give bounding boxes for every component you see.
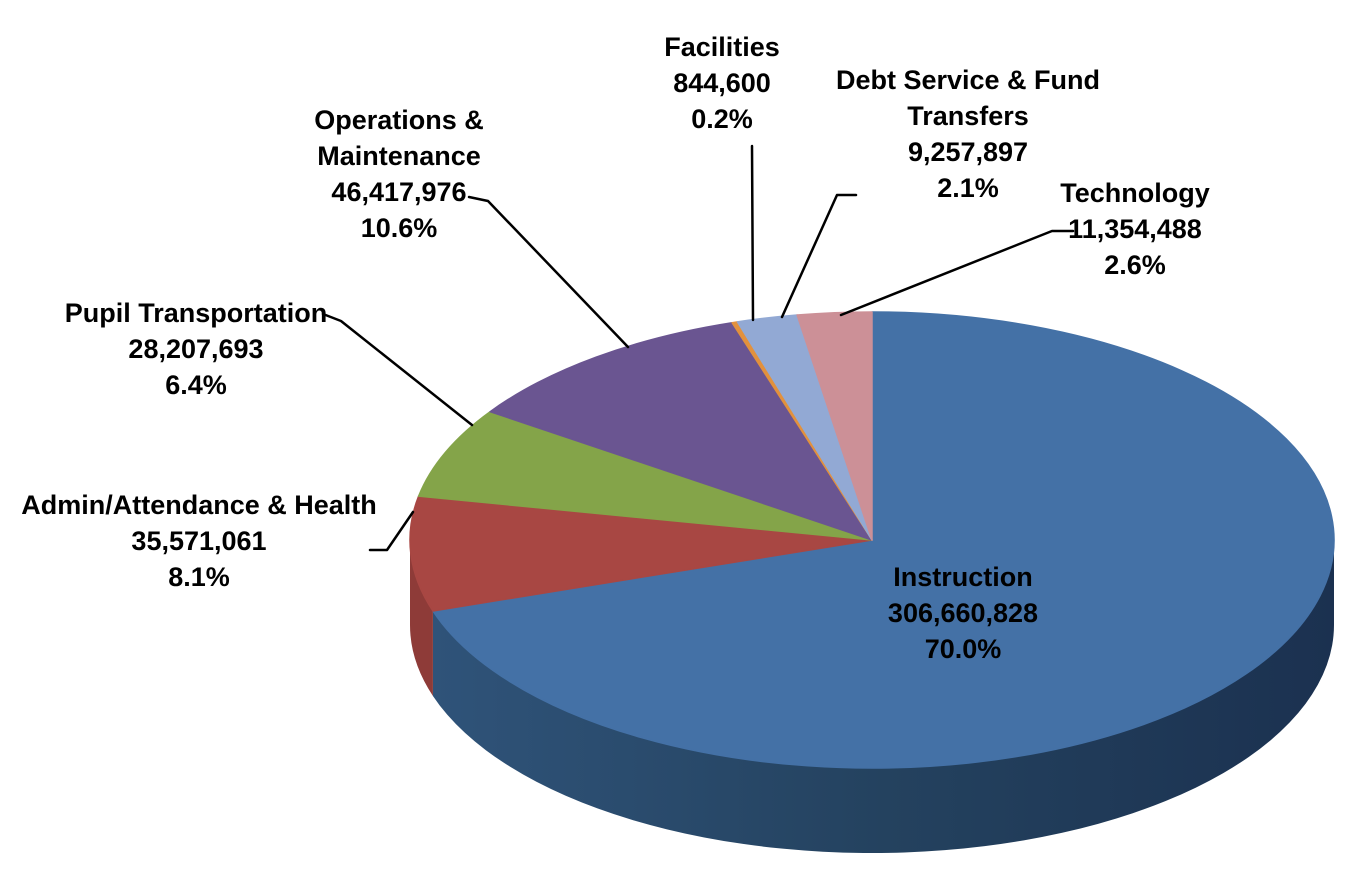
pie-label-line: 28,207,693 <box>128 334 264 364</box>
pie-label-facilities: Facilities 844,600 0.2% <box>462 29 982 137</box>
pie-slice-side-admin-attendance-health <box>410 540 433 696</box>
pie-slice-instruction <box>432 311 1335 769</box>
pie-label-line: 70.0% <box>924 634 1002 664</box>
pie-label-technology: Technology 11,354,488 2.6% <box>875 175 1354 283</box>
pie-label-line: Instruction <box>893 562 1033 592</box>
pie-label-line: Admin/Attendance & Health <box>21 490 377 520</box>
pie-label-line: 46,417,976 <box>331 177 467 207</box>
pie-label-instruction: Instruction 306,660,828 70.0% <box>703 559 1223 667</box>
pie-label-line: Facilities <box>664 32 780 62</box>
pie-label-debt-service-fund-transfers: Debt Service & Fund Transfers 9,257,897 2.1… <box>708 62 1228 206</box>
leader-line-debt-service-fund-transfers <box>780 193 858 319</box>
pie-label-line: Technology <box>1060 178 1210 208</box>
pie-label-line: Pupil Transportation <box>64 298 328 328</box>
pie-label-line: 10.6% <box>360 213 438 243</box>
pie-slice-side-instruction <box>432 540 1334 853</box>
pie-label-line: Operations & <box>314 105 484 135</box>
leader-line-admin-attendance-health <box>368 510 415 552</box>
pie-label-line: Debt Service & Fund <box>835 65 1101 95</box>
pie-label-line: 8.1% <box>168 562 230 592</box>
pie-label-line: 2.1% <box>937 173 999 203</box>
pie-label-line: 844,600 <box>673 68 771 98</box>
pie-label-line: Maintenance <box>317 141 481 171</box>
pie-label-line: 11,354,488 <box>1068 214 1202 244</box>
pie-label-line: 306,660,828 <box>887 598 1039 628</box>
pie-slice-technology <box>796 311 873 541</box>
pie-slice-operations-maintenance <box>489 321 873 541</box>
leader-line-facilities <box>750 144 755 322</box>
leader-line-operations-maintenance <box>467 195 630 349</box>
leader-line-pupil-transportation <box>321 312 474 427</box>
pie-label-line: 35,571,061 <box>131 526 267 556</box>
pie-slice-pupil-transportation <box>417 410 873 541</box>
pie-label-admin-attendance-health: Admin/Attendance & Health 35,571,061 8.1% <box>0 487 459 595</box>
pie-label-line: 2.6% <box>1104 250 1166 280</box>
pie-slice-admin-attendance-health <box>409 495 873 612</box>
pie-label-line: 0.2% <box>691 104 753 134</box>
pie-label-line: 9,257,897 <box>907 137 1029 167</box>
leader-line-technology <box>839 229 1075 317</box>
pie-label-operations-maintenance: Operations & Maintenance 46,417,976 10.6% <box>139 102 659 246</box>
pie-label-line: 6.4% <box>165 370 227 400</box>
pie-label-pupil-transportation: Pupil Transportation 28,207,693 6.4% <box>0 295 456 403</box>
pie-label-line: Transfers <box>907 101 1029 131</box>
